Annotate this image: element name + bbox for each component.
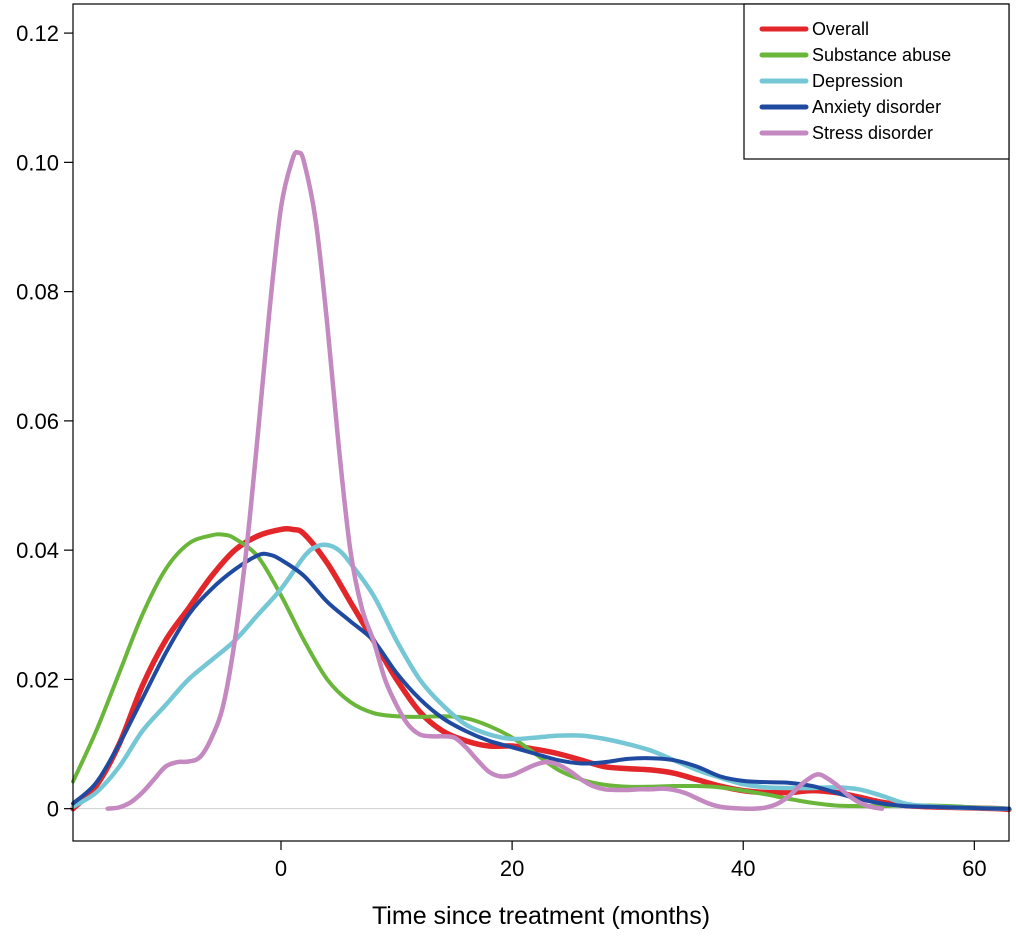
legend: Overall Substance abuse Depression Anxiety … — [743, 3, 1010, 160]
y-tick-label: 0.10 — [16, 150, 59, 175]
legend-label-substance-abuse: Substance abuse — [812, 45, 951, 65]
y-tick-label: 0.02 — [16, 667, 59, 692]
legend-label-overall: Overall — [812, 19, 869, 39]
series-line-anxiety-disorder — [71, 551, 1011, 811]
plot-frame — [72, 3, 1010, 842]
x-axis: 0 20 40 60 — [275, 841, 987, 881]
y-tick-label: 0.04 — [16, 538, 59, 563]
legend-label-depression: Depression — [812, 71, 903, 91]
y-axis: 0 0.02 0.04 0.06 0.08 0.10 0.12 — [16, 21, 73, 822]
x-tick-label: 60 — [962, 856, 986, 881]
y-tick-label: 0.12 — [16, 21, 59, 46]
x-tick-label: 20 — [500, 856, 524, 881]
series-line-stress-disorder — [105, 149, 885, 812]
x-tick-label: 40 — [731, 856, 755, 881]
legend-label-anxiety-disorder: Anxiety disorder — [812, 97, 941, 117]
x-tick-label: 0 — [275, 856, 287, 881]
series-layer — [70, 149, 1012, 813]
legend-items: Overall Substance abuse Depression Anxiety … — [759, 19, 951, 143]
x-axis-title: Time since treatment (months) — [372, 902, 710, 930]
y-tick-label: 0.06 — [16, 409, 59, 434]
series-line-overall — [70, 526, 1012, 813]
y-tick-label: 0 — [47, 797, 59, 822]
series-line-depression — [70, 542, 1012, 811]
legend-label-stress-disorder: Stress disorder — [812, 123, 933, 143]
y-tick-label: 0.08 — [16, 280, 59, 305]
